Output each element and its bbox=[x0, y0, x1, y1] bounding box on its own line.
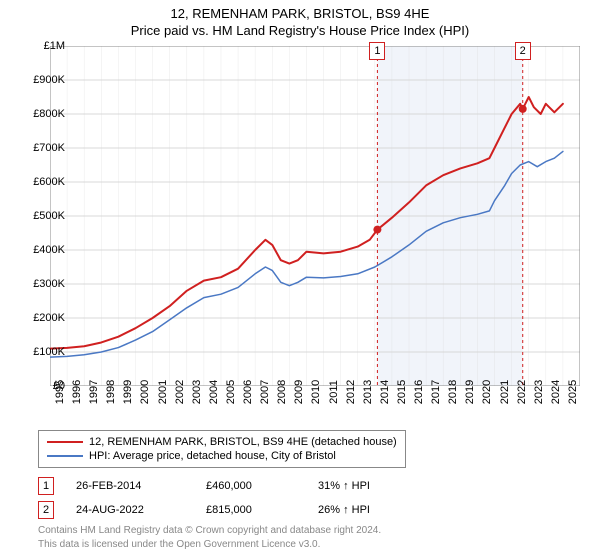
title-subtitle: Price paid vs. HM Land Registry's House … bbox=[0, 21, 600, 38]
x-tick-label: 2022 bbox=[516, 380, 528, 404]
legend-row: HPI: Average price, detached house, City… bbox=[47, 449, 397, 463]
y-tick-label: £900K bbox=[33, 74, 65, 86]
x-tick-label: 2009 bbox=[293, 380, 305, 404]
x-tick-label: 2007 bbox=[259, 380, 271, 404]
x-tick-label: 2015 bbox=[396, 380, 408, 404]
footer-line-1: Contains HM Land Registry data © Crown c… bbox=[38, 524, 381, 538]
footer-line-2: This data is licensed under the Open Gov… bbox=[38, 538, 381, 552]
x-tick-label: 2004 bbox=[208, 380, 220, 404]
sales-row: 2 24-AUG-2022 £815,000 26% ↑ HPI bbox=[38, 498, 418, 522]
sales-marker: 1 bbox=[38, 477, 54, 495]
sale-point bbox=[519, 105, 527, 113]
x-tick-label: 2018 bbox=[447, 380, 459, 404]
x-tick-label: 1995 bbox=[54, 380, 66, 404]
sales-date: 24-AUG-2022 bbox=[76, 504, 184, 516]
x-tick-label: 2016 bbox=[413, 380, 425, 404]
x-tick-label: 2008 bbox=[276, 380, 288, 404]
sales-price: £460,000 bbox=[206, 480, 296, 492]
x-tick-label: 2005 bbox=[225, 380, 237, 404]
sale-marker-box: 2 bbox=[515, 42, 531, 60]
legend-swatch bbox=[47, 441, 83, 443]
y-tick-label: £300K bbox=[33, 278, 65, 290]
legend-row: 12, REMENHAM PARK, BRISTOL, BS9 4HE (det… bbox=[47, 435, 397, 449]
plot-svg bbox=[50, 46, 580, 386]
sales-marker: 2 bbox=[38, 501, 54, 519]
sales-table: 1 26-FEB-2014 £460,000 31% ↑ HPI 2 24-AUG-202… bbox=[38, 474, 418, 522]
y-tick-label: £600K bbox=[33, 176, 65, 188]
footer-attribution: Contains HM Land Registry data © Crown c… bbox=[38, 524, 381, 551]
plot-area bbox=[50, 46, 580, 386]
x-tick-label: 1998 bbox=[105, 380, 117, 404]
x-tick-label: 2010 bbox=[310, 380, 322, 404]
x-tick-label: 2014 bbox=[379, 380, 391, 404]
x-tick-label: 2001 bbox=[157, 380, 169, 404]
sales-pct: 26% ↑ HPI bbox=[318, 504, 418, 516]
y-tick-label: £700K bbox=[33, 142, 65, 154]
x-tick-label: 2000 bbox=[139, 380, 151, 404]
y-tick-label: £500K bbox=[33, 210, 65, 222]
x-tick-label: 1996 bbox=[71, 380, 83, 404]
y-tick-label: £100K bbox=[33, 346, 65, 358]
legend-label: 12, REMENHAM PARK, BRISTOL, BS9 4HE (det… bbox=[89, 436, 397, 448]
sales-price: £815,000 bbox=[206, 504, 296, 516]
sales-pct: 31% ↑ HPI bbox=[318, 480, 418, 492]
x-tick-label: 2025 bbox=[567, 380, 579, 404]
x-tick-label: 2020 bbox=[481, 380, 493, 404]
y-tick-label: £800K bbox=[33, 108, 65, 120]
x-tick-label: 2006 bbox=[242, 380, 254, 404]
x-tick-label: 2023 bbox=[533, 380, 545, 404]
x-tick-label: 2002 bbox=[174, 380, 186, 404]
x-tick-label: 2017 bbox=[430, 380, 442, 404]
sales-row: 1 26-FEB-2014 £460,000 31% ↑ HPI bbox=[38, 474, 418, 498]
x-tick-label: 2011 bbox=[328, 380, 340, 404]
sale-marker-box: 1 bbox=[369, 42, 385, 60]
sales-date: 26-FEB-2014 bbox=[76, 480, 184, 492]
y-tick-label: £400K bbox=[33, 244, 65, 256]
x-tick-label: 2003 bbox=[191, 380, 203, 404]
title-address: 12, REMENHAM PARK, BRISTOL, BS9 4HE bbox=[0, 0, 600, 21]
x-tick-label: 2013 bbox=[362, 380, 374, 404]
x-tick-label: 2021 bbox=[499, 380, 511, 404]
x-tick-label: 1997 bbox=[88, 380, 100, 404]
sale-point bbox=[373, 226, 381, 234]
chart-container: 12, REMENHAM PARK, BRISTOL, BS9 4HE Pric… bbox=[0, 0, 600, 560]
y-tick-label: £200K bbox=[33, 312, 65, 324]
x-tick-label: 2019 bbox=[464, 380, 476, 404]
legend-swatch bbox=[47, 455, 83, 457]
y-tick-label: £1M bbox=[44, 40, 65, 52]
x-tick-label: 2012 bbox=[345, 380, 357, 404]
legend-label: HPI: Average price, detached house, City… bbox=[89, 450, 336, 462]
legend: 12, REMENHAM PARK, BRISTOL, BS9 4HE (det… bbox=[38, 430, 406, 468]
x-tick-label: 1999 bbox=[122, 380, 134, 404]
x-tick-label: 2024 bbox=[550, 380, 562, 404]
